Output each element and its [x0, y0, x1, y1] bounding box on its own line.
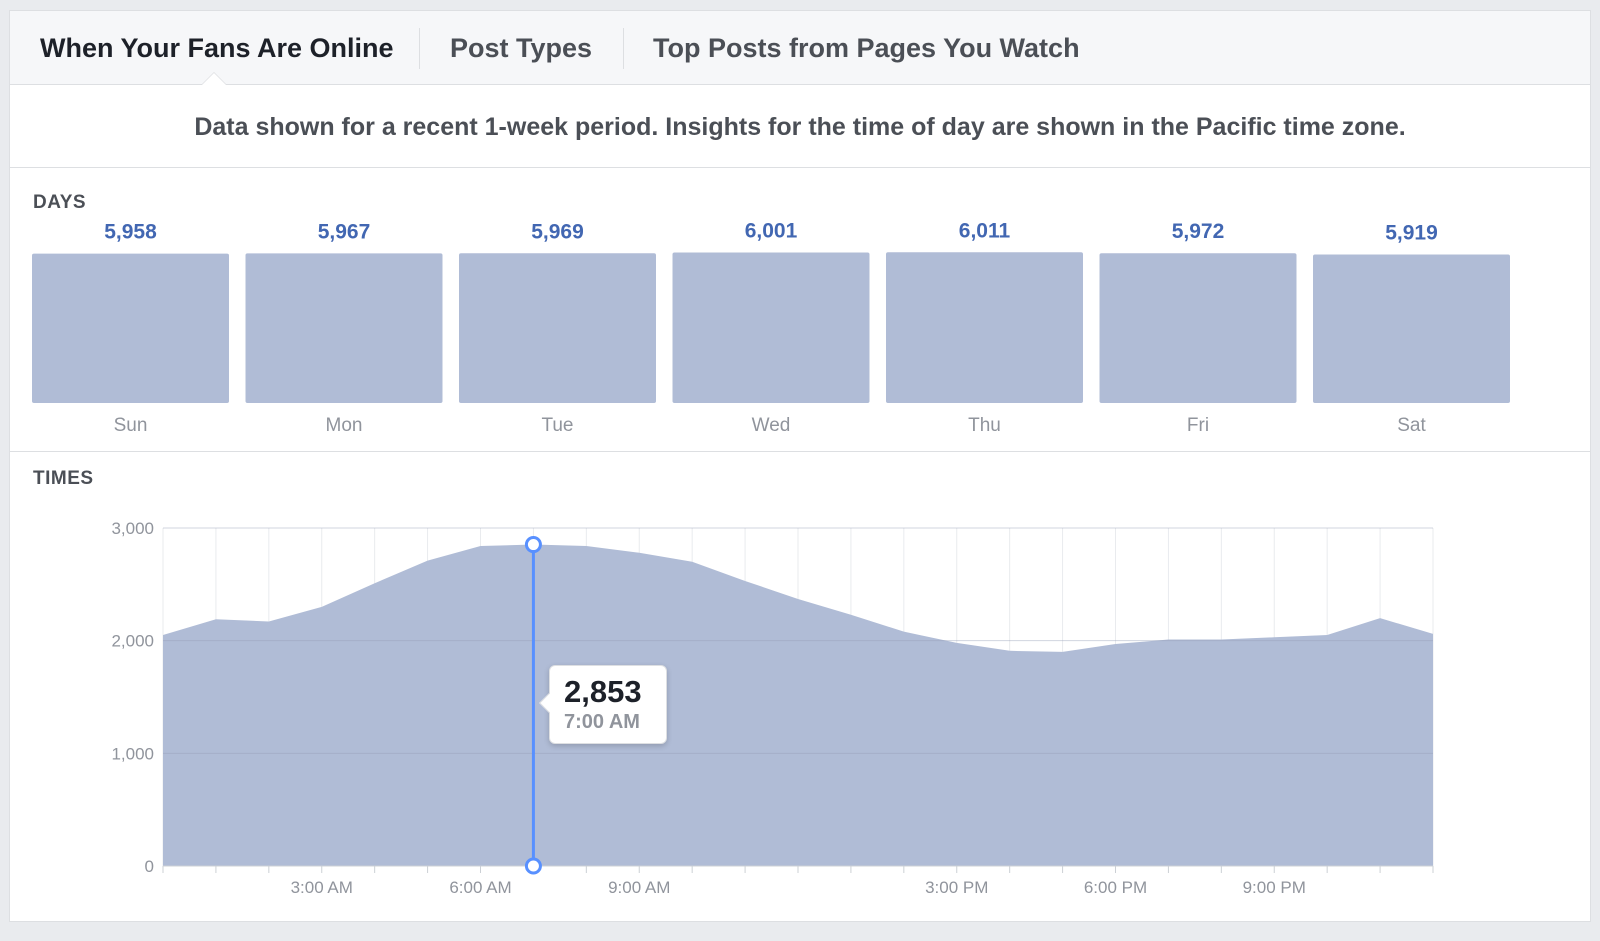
day-bar-sat — [1313, 254, 1510, 403]
y-tick-label: 1,000 — [111, 744, 154, 763]
x-tick-label: 3:00 PM — [925, 878, 988, 897]
x-tick-label: 9:00 PM — [1243, 878, 1306, 897]
day-value-label: 6,011 — [959, 219, 1011, 242]
day-value-label: 5,967 — [318, 220, 371, 243]
day-bar-sun — [32, 253, 229, 403]
day-bar-mon — [245, 253, 443, 403]
y-tick-label: 3,000 — [111, 519, 154, 538]
tab-when-fans-online[interactable]: When Your Fans Are Online — [40, 33, 394, 63]
section-divider — [10, 451, 1590, 452]
x-tick-label: 6:00 PM — [1084, 878, 1147, 897]
day-axis-label: Sun — [114, 415, 148, 436]
days-section-title: DAYS — [33, 192, 87, 213]
tab-separator — [419, 28, 420, 69]
day-bar-tue — [459, 253, 656, 403]
data-period-notice: Data shown for a recent 1-week period. I… — [10, 86, 1590, 168]
tooltip-time: 7:00 AM — [564, 711, 640, 733]
tab-bar: When Your Fans Are Online Post Types Top… — [10, 11, 1590, 85]
times-area-series — [163, 544, 1433, 866]
day-bar-thu — [886, 252, 1083, 403]
day-axis-label: Tue — [541, 415, 573, 436]
times-section-title: TIMES — [33, 468, 94, 489]
day-bar-fri — [1099, 253, 1297, 403]
day-axis-label: Wed — [752, 415, 791, 436]
y-tick-label: 2,000 — [111, 632, 154, 651]
x-tick-label: 9:00 AM — [608, 878, 670, 897]
day-bar-wed — [672, 252, 870, 403]
chart-tooltip: 2,853 7:00 AM — [539, 665, 667, 744]
tooltip-value: 2,853 — [564, 674, 642, 709]
y-tick-label: 0 — [145, 857, 154, 876]
day-value-label: 5,958 — [104, 221, 157, 244]
day-axis-label: Sat — [1397, 415, 1426, 436]
day-axis-label: Mon — [326, 415, 363, 436]
day-value-label: 5,972 — [1172, 220, 1225, 243]
tab-post-types[interactable]: Post Types — [450, 33, 593, 63]
x-tick-label: 3:00 AM — [291, 878, 353, 897]
highlight-base-handle — [524, 857, 542, 875]
day-value-label: 5,969 — [531, 220, 584, 243]
day-axis-label: Thu — [968, 415, 1001, 436]
highlight-point-handle — [524, 536, 542, 554]
tab-top-posts-pages-you-watch[interactable]: Top Posts from Pages You Watch — [653, 33, 1080, 63]
day-axis-label: Fri — [1187, 415, 1209, 436]
day-value-label: 6,001 — [745, 220, 798, 243]
tab-separator — [623, 28, 624, 69]
day-value-label: 5,919 — [1385, 222, 1438, 245]
active-tab-indicator-fill — [202, 73, 226, 85]
x-tick-label: 6:00 AM — [449, 878, 511, 897]
